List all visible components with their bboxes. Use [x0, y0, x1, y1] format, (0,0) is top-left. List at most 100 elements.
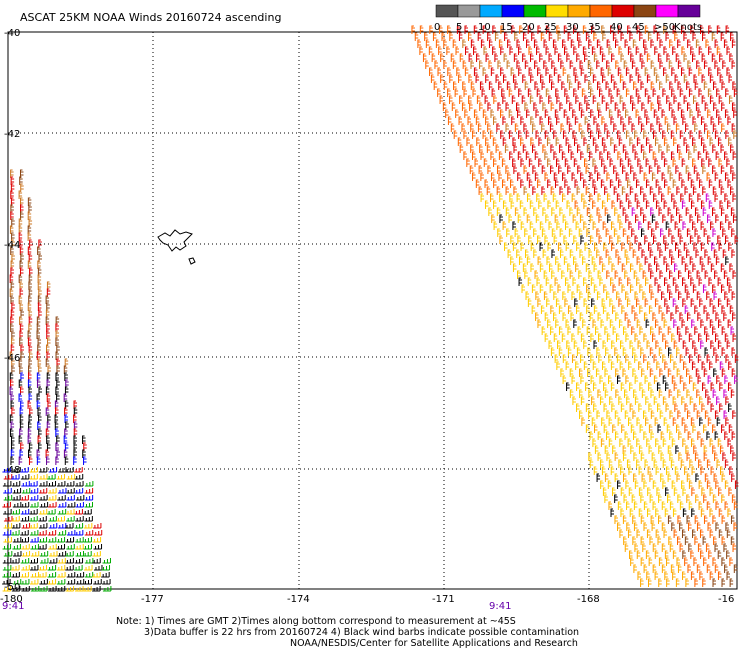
wind-barb [559, 144, 563, 153]
wind-barb [626, 298, 631, 307]
wind-barb [30, 572, 40, 578]
wind-barb [703, 452, 708, 461]
wind-barb [12, 495, 21, 501]
wind-barb [29, 481, 38, 487]
wind-barb [675, 242, 679, 251]
wind-barb [565, 221, 569, 230]
wind-barb [643, 151, 647, 160]
wind-barb [630, 95, 634, 104]
wind-barb [11, 481, 21, 487]
wind-barb [552, 39, 557, 48]
wind-barb [47, 509, 56, 515]
wind-barb [19, 407, 24, 416]
wind-barb [711, 32, 716, 41]
wind-barb [669, 249, 673, 258]
wind-barb [10, 309, 15, 318]
wind-barb [670, 459, 675, 468]
wind-barb [532, 144, 536, 153]
wind-barb [553, 312, 557, 321]
wind-barb [590, 375, 595, 384]
wind-barb [607, 67, 612, 76]
wind-barb [599, 46, 604, 55]
wind-barb [64, 442, 69, 451]
wind-barb [627, 529, 632, 538]
wind-barb [623, 60, 628, 69]
wind-barb [640, 144, 645, 153]
wind-barb [544, 172, 548, 181]
wind-barb [642, 270, 647, 279]
wind-barb [601, 200, 606, 209]
wind-barb [36, 372, 41, 381]
wind-barb [721, 368, 726, 377]
wind-barb [685, 123, 689, 132]
wind-barb [551, 207, 555, 216]
lon-label: -180 [0, 594, 23, 605]
wind-barb [21, 523, 31, 529]
wind-barb [464, 109, 468, 118]
wind-barb [729, 557, 733, 566]
wind-barb [650, 81, 655, 90]
wind-barb [652, 88, 657, 97]
wind-barb [601, 263, 606, 272]
wind-barb [468, 74, 472, 83]
wind-barb [625, 130, 630, 139]
wind-barb [577, 165, 581, 174]
wind-barb [721, 578, 726, 587]
wind-barb [487, 123, 491, 132]
note-line-3: NOAA/NESDIS/Center for Satellite Applica… [290, 638, 578, 649]
wind-barb [709, 74, 714, 83]
wind-barb [586, 326, 591, 335]
wind-barb [562, 214, 567, 223]
wind-barb [664, 508, 669, 517]
wind-barb [642, 543, 646, 552]
wind-barb [592, 221, 597, 230]
wind-barb [615, 333, 620, 342]
wind-barb [619, 95, 624, 104]
wind-barb [716, 88, 720, 97]
wind-barb [10, 211, 14, 220]
wind-barb [438, 46, 442, 55]
wind-barb [728, 242, 732, 251]
wind-barb [47, 495, 57, 501]
wind-barb [526, 109, 530, 118]
wind-barb [731, 473, 735, 482]
wind-barb [11, 218, 15, 227]
wind-barb [490, 109, 494, 118]
wind-barb [510, 67, 515, 76]
wind-barb [649, 494, 654, 503]
right-wind-swath [411, 25, 739, 587]
wind-barb [655, 529, 660, 538]
wind-barb [701, 487, 705, 496]
wind-barb [487, 32, 491, 41]
wind-barb [496, 207, 501, 216]
wind-barb [505, 123, 509, 132]
wind-barb [497, 102, 501, 111]
wind-barb [27, 302, 32, 311]
wind-barb [620, 382, 625, 391]
wind-barb [83, 523, 93, 529]
wind-barb [732, 312, 736, 321]
wind-barb [614, 515, 618, 524]
wind-barb [720, 207, 725, 216]
wind-barb [54, 400, 59, 409]
wind-barb [659, 270, 663, 279]
wind-barb [47, 530, 57, 536]
wind-barb [57, 488, 67, 494]
wind-barb [662, 396, 667, 405]
wind-barb [3, 537, 12, 543]
wind-barb [612, 326, 617, 335]
wind-barb [446, 46, 450, 55]
wind-barb [66, 474, 76, 480]
wind-barb [636, 529, 640, 538]
wind-barb [681, 256, 686, 265]
wind-barb [56, 379, 60, 388]
wind-barb [476, 53, 480, 62]
wind-barb [625, 67, 630, 76]
wind-barb [648, 445, 653, 454]
wind-barb [487, 165, 491, 174]
wind-barb [472, 88, 476, 97]
wind-barb [725, 130, 729, 139]
wind-barb [3, 516, 13, 522]
wind-barb [708, 158, 712, 167]
wind-barb [440, 74, 444, 83]
